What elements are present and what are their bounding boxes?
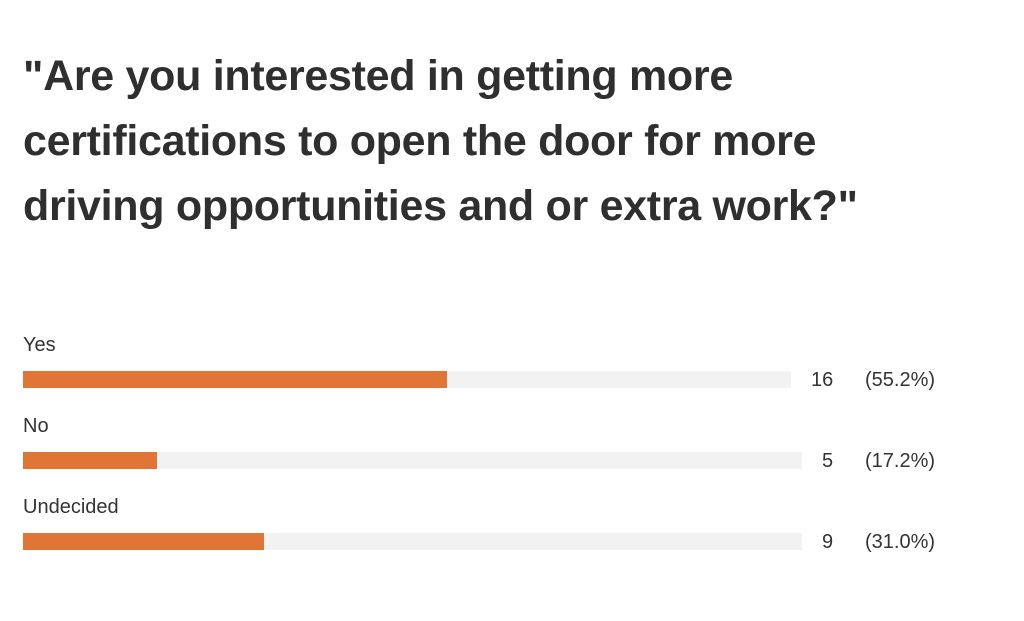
percent-label: (31.0%) — [865, 531, 936, 553]
bar — [23, 371, 447, 388]
bar-track — [23, 452, 802, 469]
chart-title: "Are you interested in getting more cert… — [23, 52, 858, 230]
category-label: No — [23, 415, 49, 437]
percent-label: (17.2%) — [865, 450, 936, 472]
bar — [23, 452, 157, 469]
bar — [23, 533, 265, 550]
percent-label: (55.2%) — [865, 369, 936, 391]
count-label: 16 — [811, 369, 834, 391]
count-label: 5 — [822, 450, 834, 472]
category-label: Yes — [23, 334, 56, 356]
category-label: Undecided — [23, 496, 119, 518]
count-label: 9 — [822, 531, 834, 553]
